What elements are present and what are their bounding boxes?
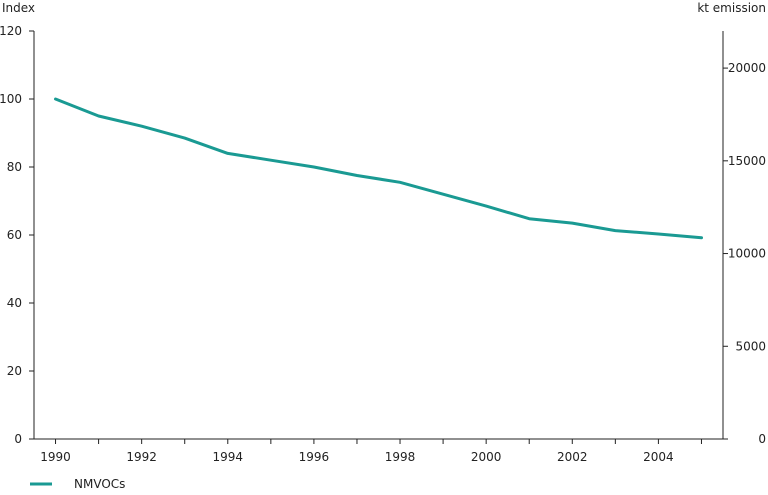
left-axis-tick-label: 80 — [7, 160, 22, 174]
data-point — [269, 159, 272, 162]
x-axis-tick-label: 1998 — [385, 450, 416, 464]
x-axis-tick-label: 1990 — [40, 450, 71, 464]
right-axis-tick-label: 10000 — [728, 247, 766, 261]
left-axis-tick-label: 100 — [0, 92, 22, 106]
left-axis-tick-label: 20 — [7, 364, 22, 378]
left-axis-tick-label: 40 — [7, 296, 22, 310]
data-point — [571, 222, 574, 225]
x-axis-tick-label: 2002 — [557, 450, 588, 464]
series-layer — [54, 97, 703, 240]
data-point — [226, 152, 229, 155]
right-axis-tick-label: 15000 — [728, 154, 766, 168]
data-point — [700, 236, 703, 239]
left-axis-tick-label: 120 — [0, 24, 22, 38]
x-axis-tick-label: 1994 — [213, 450, 244, 464]
axes: Index kt emission 0 20 40 60 80 100 120 0 5000 1000… — [0, 1, 766, 464]
right-axis-tick-label: 20000 — [728, 61, 766, 75]
data-point — [528, 217, 531, 220]
data-point — [657, 232, 660, 235]
series-line-nmvocs — [54, 97, 703, 240]
x-axis-tick-label: 2000 — [471, 450, 502, 464]
right-axis-tick-label: 5000 — [735, 339, 766, 353]
left-axis-tick-label: 0 — [14, 432, 22, 446]
left-axis-label: Index — [2, 1, 35, 15]
data-point — [614, 229, 617, 232]
right-axis-tick-label: 0 — [758, 432, 766, 446]
data-point — [399, 181, 402, 184]
data-point — [140, 125, 143, 128]
legend: NMVOCs — [30, 477, 125, 491]
left-axis-tick-label: 60 — [7, 228, 22, 242]
legend-label: NMVOCs — [74, 477, 125, 491]
x-axis-tick-label: 1992 — [126, 450, 157, 464]
data-point — [183, 137, 186, 140]
x-axis-tick-label: 2004 — [643, 450, 674, 464]
data-point — [312, 166, 315, 169]
data-point — [442, 193, 445, 196]
right-axis-label: kt emission — [697, 1, 766, 15]
data-point — [97, 115, 100, 118]
data-point — [355, 174, 358, 177]
x-axis-tick-label: 1996 — [299, 450, 330, 464]
data-point — [54, 98, 57, 101]
data-point — [485, 205, 488, 208]
